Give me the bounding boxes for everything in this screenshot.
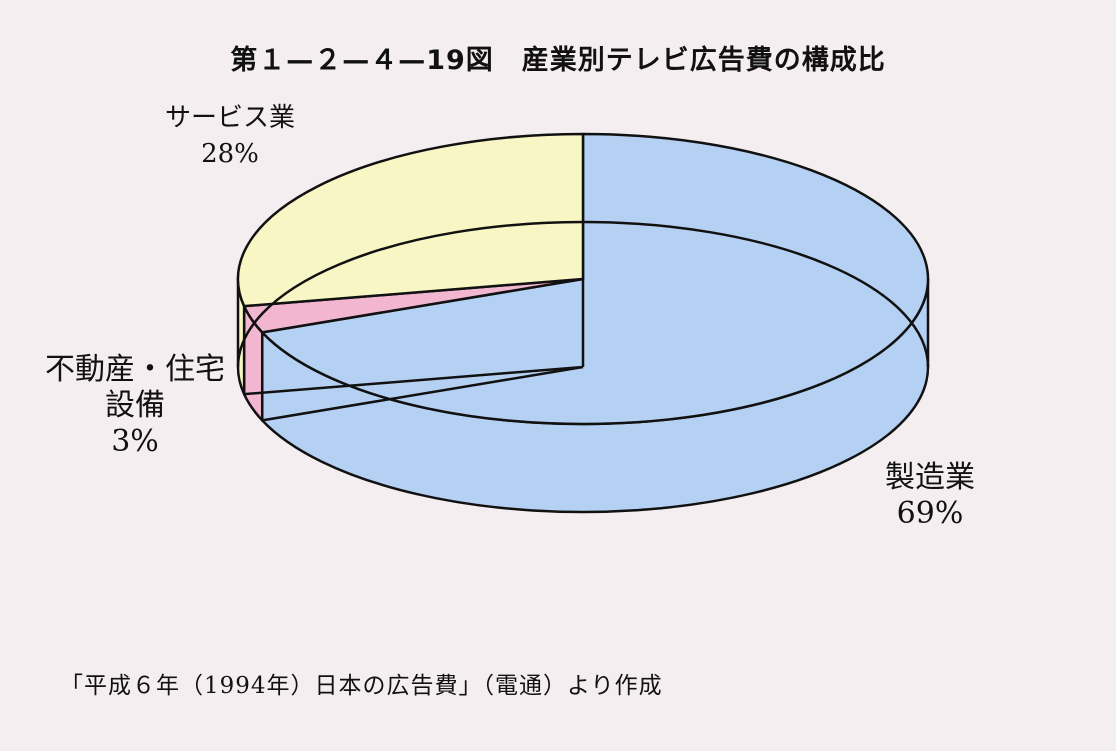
base-edge-services — [244, 365, 584, 396]
base-back-outline — [236, 220, 930, 368]
slice-name-services: サービス業 — [164, 103, 295, 133]
slice-label-services: サービス業 28% — [150, 100, 310, 172]
slice-top-manufacturing — [260, 132, 930, 426]
source-note: 「平成６年（1994年）日本の広告費」（電通）より作成 — [60, 673, 663, 699]
slice-value-manufacturing: 69% — [896, 496, 964, 531]
slice-name-real-estate: 不動産・住宅 設備 — [45, 352, 225, 423]
base-edge-real-estate — [262, 365, 584, 422]
slice-label-real-estate: 不動産・住宅 設備 3% — [20, 352, 250, 460]
slice-name-manufacturing: 製造業 — [885, 460, 975, 495]
slice-value-services: 28% — [201, 139, 259, 169]
slice-value-real-estate: 3% — [111, 424, 159, 459]
slice-top-services — [236, 132, 585, 308]
chart-title: 第１—２—４—19図 産業別テレビ広告費の構成比 — [230, 45, 886, 76]
slice-label-manufacturing: 製造業 69% — [875, 460, 985, 532]
